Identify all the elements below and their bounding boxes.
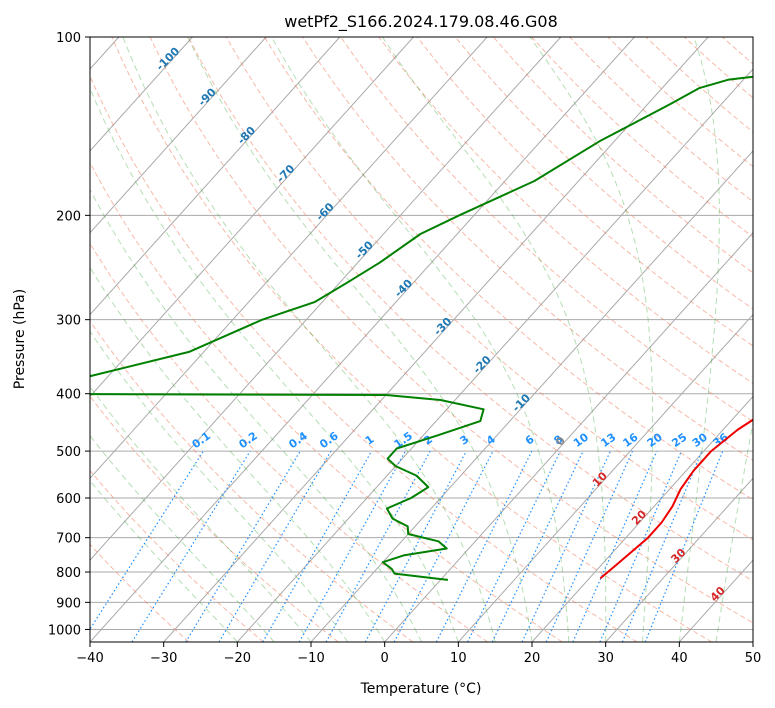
isotherm-line [457, 313, 753, 642]
plot-frame [89, 36, 754, 643]
mixing-ratio-line [185, 450, 301, 642]
y-tick-label: 600 [56, 492, 81, 507]
moist-adiabat-line [271, 37, 570, 642]
isotherm-line [384, 231, 753, 642]
x-tick-label: −40 [76, 651, 103, 666]
x-tick-label: −10 [297, 651, 324, 666]
dry-adiabat-line [90, 75, 638, 642]
mixing-ratio-line [621, 450, 703, 642]
y-tick-label: 200 [56, 209, 81, 224]
x-tick-label: −30 [150, 651, 177, 666]
x-axis-label: Temperature (°C) [360, 681, 482, 697]
y-tick-label: 700 [56, 532, 81, 547]
x-tick-label: 20 [524, 651, 541, 666]
mixing-ratio-line [572, 450, 658, 642]
moist-adiabat-line [90, 86, 459, 642]
temperature-profile-line [599, 418, 753, 580]
x-tick-label: 10 [450, 651, 467, 666]
y-tick-label: 100 [56, 31, 81, 46]
x-tick-label: 40 [671, 651, 688, 666]
isotherm-line [605, 477, 753, 642]
y-tick-label: 400 [56, 388, 81, 403]
dry-adiabat-line [225, 37, 753, 541]
dry-adiabat-line [90, 161, 563, 642]
isotherm-line [236, 68, 753, 642]
mixing-ratio-line [545, 450, 634, 642]
x-tick-label: −20 [224, 651, 251, 666]
moist-adiabat-line [678, 37, 720, 642]
guide-lines-layer [90, 37, 753, 642]
mixing-ratio-line [325, 450, 431, 642]
isotherm-line [90, 37, 562, 561]
moist-adiabat-line [381, 37, 607, 642]
chart-title: wetPf2_S166.2024.179.08.46.G08 [284, 12, 558, 32]
mixing-ratio-line [466, 450, 561, 642]
isotherm-line [90, 37, 414, 398]
mixing-ratio-line [599, 450, 682, 642]
mixing-ratio-line [262, 450, 373, 642]
y-tick-label: 900 [56, 596, 81, 611]
moist-adiabat-line [122, 37, 496, 642]
isotherm-line [90, 37, 341, 316]
x-tick-label: 30 [597, 651, 614, 666]
axes-layer: −40 −30 −20 −10 0 10 20 30 40 50 100 200 300 400 500 60… [48, 31, 761, 666]
moist-adiabat-line [90, 385, 312, 642]
moist-adiabat-line [90, 188, 422, 642]
mixing-ratio-line [298, 450, 406, 642]
isotherm-line [90, 37, 635, 642]
mixing-ratio-line [90, 450, 204, 631]
moist-adiabat-line [90, 435, 275, 642]
moist-adiabat-line [529, 37, 654, 642]
dry-adiabat-line [90, 469, 264, 642]
isotherm-line [90, 37, 193, 152]
dry-adiabat-line [340, 37, 753, 423]
dry-adiabat-line [264, 37, 753, 501]
dry-adiabat-line [416, 37, 753, 347]
x-tick-label: 50 [745, 651, 762, 666]
mixing-ratio-line [131, 450, 251, 642]
dry-adiabat-line [111, 37, 712, 642]
dry-adiabat-line [187, 37, 753, 582]
series-layer [90, 75, 753, 581]
y-tick-label: 800 [56, 566, 81, 581]
mixing-ratio-line [521, 450, 611, 642]
y-tick-label: 500 [56, 445, 81, 460]
moist-adiabat-line [90, 480, 238, 642]
mixing-ratio-line [491, 450, 584, 642]
y-axis-label: Pressure (hPa) [12, 289, 28, 389]
moist-adiabat-line [90, 330, 349, 642]
mixing-ratio-line [218, 450, 332, 642]
grid-layer [90, 37, 753, 642]
isotherm-line [163, 37, 709, 642]
y-tick-label: 300 [56, 314, 81, 329]
moist-adiabat-line [715, 419, 753, 642]
y-tick-label: 1000 [48, 623, 81, 638]
dry-adiabat-line [90, 320, 414, 642]
x-tick-label: 0 [381, 651, 389, 666]
isotherm-line [531, 395, 753, 642]
dry-adiabat-line [454, 37, 753, 310]
dry-adiabat-line [149, 37, 753, 624]
dewpoint-profile-line [90, 75, 753, 581]
moist-adiabat-line [90, 266, 386, 642]
isotherm-line [90, 37, 267, 234]
dry-adiabat-line [90, 242, 488, 642]
